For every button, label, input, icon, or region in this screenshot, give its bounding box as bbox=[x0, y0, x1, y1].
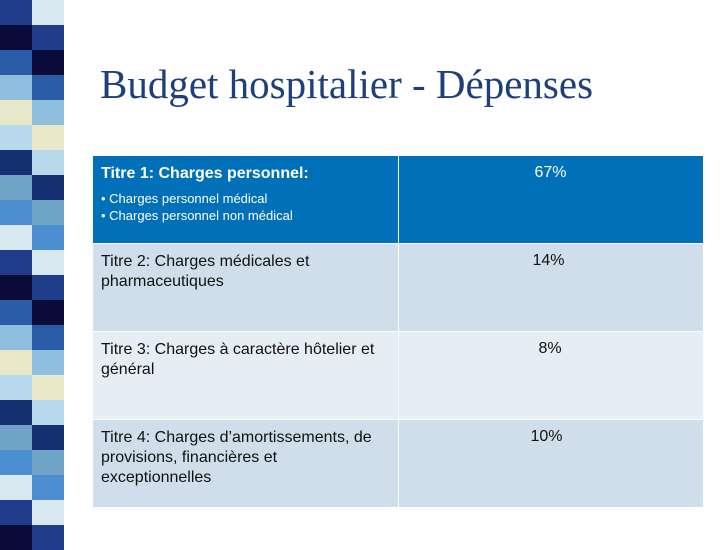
row-value-cell: 10% bbox=[397, 419, 704, 508]
row-sublabel: • Charges personnel non médical bbox=[101, 208, 293, 223]
table-row: Titre 1: Charges personnel: • Charges pe… bbox=[92, 155, 704, 244]
table-row: Titre 2: Charges médicales et pharmaceut… bbox=[92, 243, 704, 332]
stripe-block bbox=[32, 25, 64, 50]
row-value: 14% bbox=[532, 252, 565, 269]
stripe-block bbox=[0, 475, 32, 500]
stripe-block bbox=[32, 375, 64, 400]
stripe-block bbox=[0, 350, 32, 375]
row-label-cell: Titre 4: Charges d’amortissements, de pr… bbox=[92, 419, 399, 508]
stripe-block bbox=[32, 150, 64, 175]
stripe-block bbox=[0, 225, 32, 250]
stripe-block bbox=[32, 125, 64, 150]
row-value-cell: 8% bbox=[397, 331, 704, 420]
stripe-block bbox=[0, 300, 32, 325]
row-label-cell: Titre 1: Charges personnel: • Charges pe… bbox=[92, 155, 399, 244]
stripe-block bbox=[0, 425, 32, 450]
stripe-block bbox=[32, 350, 64, 375]
stripe-block bbox=[0, 450, 32, 475]
stripe-block bbox=[32, 250, 64, 275]
decorative-stripe bbox=[0, 0, 64, 550]
stripe-block bbox=[32, 400, 64, 425]
stripe-block bbox=[0, 175, 32, 200]
stripe-block bbox=[0, 500, 32, 525]
row-label-cell: Titre 3: Charges à caractère hôtelier et… bbox=[92, 331, 399, 420]
stripe-block bbox=[0, 0, 32, 25]
stripe-block bbox=[0, 400, 32, 425]
stripe-block bbox=[32, 175, 64, 200]
table-row: Titre 4: Charges d’amortissements, de pr… bbox=[92, 419, 704, 508]
row-label: Titre 4: Charges d’amortissements, de pr… bbox=[101, 429, 372, 486]
stripe-block bbox=[32, 450, 64, 475]
stripe-block bbox=[0, 275, 32, 300]
stripe-block bbox=[32, 225, 64, 250]
stripe-block bbox=[32, 300, 64, 325]
stripe-block bbox=[32, 100, 64, 125]
stripe-block bbox=[0, 125, 32, 150]
row-value: 67% bbox=[534, 164, 567, 181]
stripe-block bbox=[0, 525, 32, 550]
stripe-block bbox=[32, 525, 64, 550]
stripe-block bbox=[0, 50, 32, 75]
stripe-block bbox=[32, 425, 64, 450]
stripe-block bbox=[0, 375, 32, 400]
row-label: Titre 2: Charges médicales et pharmaceut… bbox=[101, 253, 310, 290]
stripe-block bbox=[0, 25, 32, 50]
stripe-block bbox=[32, 475, 64, 500]
row-sublabel: • Charges personnel médical bbox=[101, 191, 268, 206]
row-value: 10% bbox=[530, 428, 563, 445]
stripe-block bbox=[32, 200, 64, 225]
row-label: Titre 1: Charges personnel: bbox=[101, 165, 309, 182]
stripe-block bbox=[32, 0, 64, 25]
stripe-block bbox=[0, 150, 32, 175]
row-label: Titre 3: Charges à caractère hôtelier et… bbox=[101, 341, 375, 378]
row-value: 8% bbox=[538, 340, 562, 357]
row-value-cell: 14% bbox=[397, 243, 704, 332]
budget-table: Titre 1: Charges personnel: • Charges pe… bbox=[92, 155, 704, 508]
stripe-block bbox=[0, 250, 32, 275]
slide-title: Budget hospitalier - Dépenses bbox=[100, 61, 594, 107]
stripe-block bbox=[32, 50, 64, 75]
stripe-block bbox=[0, 325, 32, 350]
row-label-cell: Titre 2: Charges médicales et pharmaceut… bbox=[92, 243, 399, 332]
row-value-cell: 67% bbox=[397, 155, 704, 244]
stripe-block bbox=[0, 200, 32, 225]
stripe-block bbox=[32, 500, 64, 525]
stripe-block bbox=[32, 275, 64, 300]
stripe-block bbox=[32, 75, 64, 100]
table-row: Titre 3: Charges à caractère hôtelier et… bbox=[92, 331, 704, 420]
stripe-block bbox=[0, 75, 32, 100]
stripe-block bbox=[0, 100, 32, 125]
stripe-block bbox=[32, 325, 64, 350]
